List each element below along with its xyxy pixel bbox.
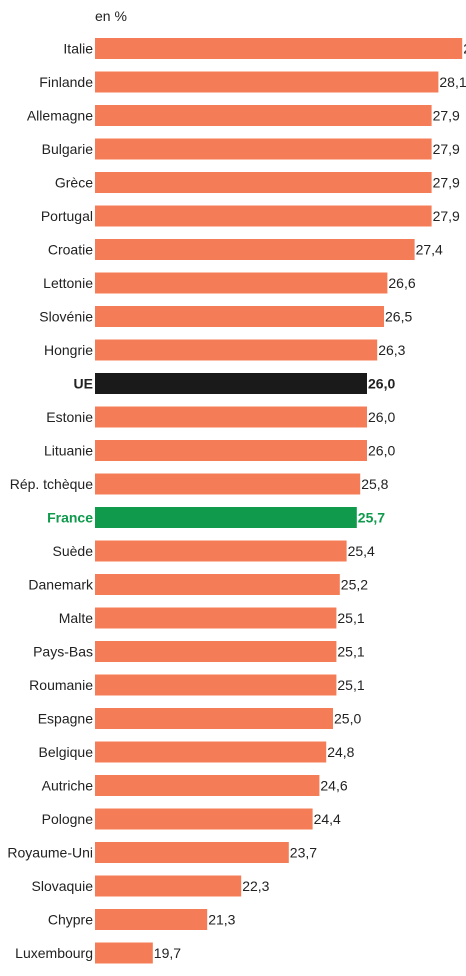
bar-finlande: [95, 71, 439, 93]
bar-roumanie: [95, 674, 337, 696]
value-label-portugal: 27,9: [433, 208, 460, 224]
value-label-pays-bas: 25,1: [337, 644, 364, 660]
bar-portugal: [95, 205, 432, 227]
category-label-bulgarie: Bulgarie: [42, 141, 94, 157]
value-label-chypre: 21,3: [208, 912, 235, 928]
category-label-allemagne: Allemagne: [27, 108, 93, 124]
bar-slovaquie: [95, 875, 242, 897]
bar-suede: [95, 540, 347, 562]
category-label-slovenie: Slovénie: [39, 309, 93, 325]
value-label-estonie: 26,0: [368, 409, 395, 425]
category-label-belgique: Belgique: [39, 744, 94, 760]
category-label-italie: Italie: [63, 41, 93, 57]
value-label-royaume-uni: 23,7: [290, 845, 317, 861]
bar-italie: [95, 38, 463, 59]
category-label-luxembourg: Luxembourg: [15, 945, 93, 961]
bar-lituanie: [95, 440, 367, 461]
bar-autriche: [95, 775, 320, 796]
bar-rep-tcheque: [95, 473, 361, 495]
bar-france: [95, 507, 357, 528]
category-label-royaume-uni: Royaume-Uni: [7, 845, 93, 861]
value-label-pologne: 24,4: [314, 811, 341, 827]
value-label-allemagne: 27,9: [433, 108, 460, 124]
category-label-pays-bas: Pays-Bas: [33, 644, 93, 660]
value-label-lituanie: 26,0: [368, 443, 395, 459]
bar-danemark: [95, 574, 340, 595]
category-label-rep-tcheque: Rép. tchèque: [10, 476, 93, 492]
category-label-suede: Suède: [53, 543, 94, 559]
bar-royaume-uni: [95, 842, 289, 863]
bar-grece: [95, 172, 432, 193]
value-label-bulgarie: 27,9: [433, 141, 460, 157]
category-label-lituanie: Lituanie: [44, 443, 93, 459]
value-label-roumanie: 25,1: [337, 677, 364, 693]
value-label-autriche: 24,6: [320, 778, 347, 794]
value-label-italie: 28,8: [463, 41, 466, 57]
category-label-france: France: [47, 510, 93, 526]
value-label-luxembourg: 19,7: [154, 945, 181, 961]
value-label-slovenie: 26,5: [385, 309, 412, 325]
category-label-chypre: Chypre: [48, 912, 93, 928]
value-label-malte: 25,1: [337, 610, 364, 626]
category-label-malte: Malte: [59, 610, 93, 626]
category-label-autriche: Autriche: [42, 778, 94, 794]
value-label-finlande: 28,1: [439, 74, 466, 90]
value-label-danemark: 25,2: [341, 577, 368, 593]
category-label-finlande: Finlande: [39, 74, 93, 90]
bar-belgique: [95, 741, 327, 763]
category-label-pologne: Pologne: [42, 811, 94, 827]
category-label-hongrie: Hongrie: [44, 342, 93, 358]
category-label-estonie: Estonie: [46, 409, 93, 425]
category-label-croatie: Croatie: [48, 242, 93, 258]
bar-malte: [95, 607, 337, 629]
bar-lettonie: [95, 272, 388, 294]
value-label-hongrie: 26,3: [378, 342, 405, 358]
value-label-rep-tcheque: 25,8: [361, 476, 388, 492]
bar-estonie: [95, 406, 367, 428]
bar-luxembourg: [95, 942, 153, 964]
value-label-ue: 26,0: [368, 376, 395, 392]
category-label-slovaquie: Slovaquie: [32, 878, 94, 894]
bar-pays-bas: [95, 641, 337, 662]
category-label-ue: UE: [74, 376, 93, 392]
bar-pologne: [95, 808, 313, 830]
bar-chypre: [95, 909, 208, 930]
bar-slovenie: [95, 306, 384, 327]
category-label-lettonie: Lettonie: [43, 275, 93, 291]
bar-espagne: [95, 708, 333, 729]
category-label-portugal: Portugal: [41, 208, 93, 224]
category-label-roumanie: Roumanie: [29, 677, 93, 693]
category-label-danemark: Danemark: [28, 577, 94, 593]
bar-allemagne: [95, 105, 432, 126]
bar-croatie: [95, 239, 415, 260]
bar-hongrie: [95, 339, 378, 361]
value-label-croatie: 27,4: [416, 242, 443, 258]
value-label-espagne: 25,0: [334, 711, 361, 727]
value-label-france: 25,7: [358, 510, 385, 526]
bar-bulgarie: [95, 138, 432, 160]
category-label-grece: Grèce: [55, 175, 93, 191]
value-label-belgique: 24,8: [327, 744, 354, 760]
value-label-lettonie: 26,6: [388, 275, 415, 291]
bar-ue: [95, 373, 367, 394]
unit-label: en %: [95, 8, 127, 24]
value-label-slovaquie: 22,3: [242, 878, 269, 894]
value-label-suede: 25,4: [348, 543, 375, 559]
value-label-grece: 27,9: [433, 175, 460, 191]
category-label-espagne: Espagne: [38, 711, 93, 727]
